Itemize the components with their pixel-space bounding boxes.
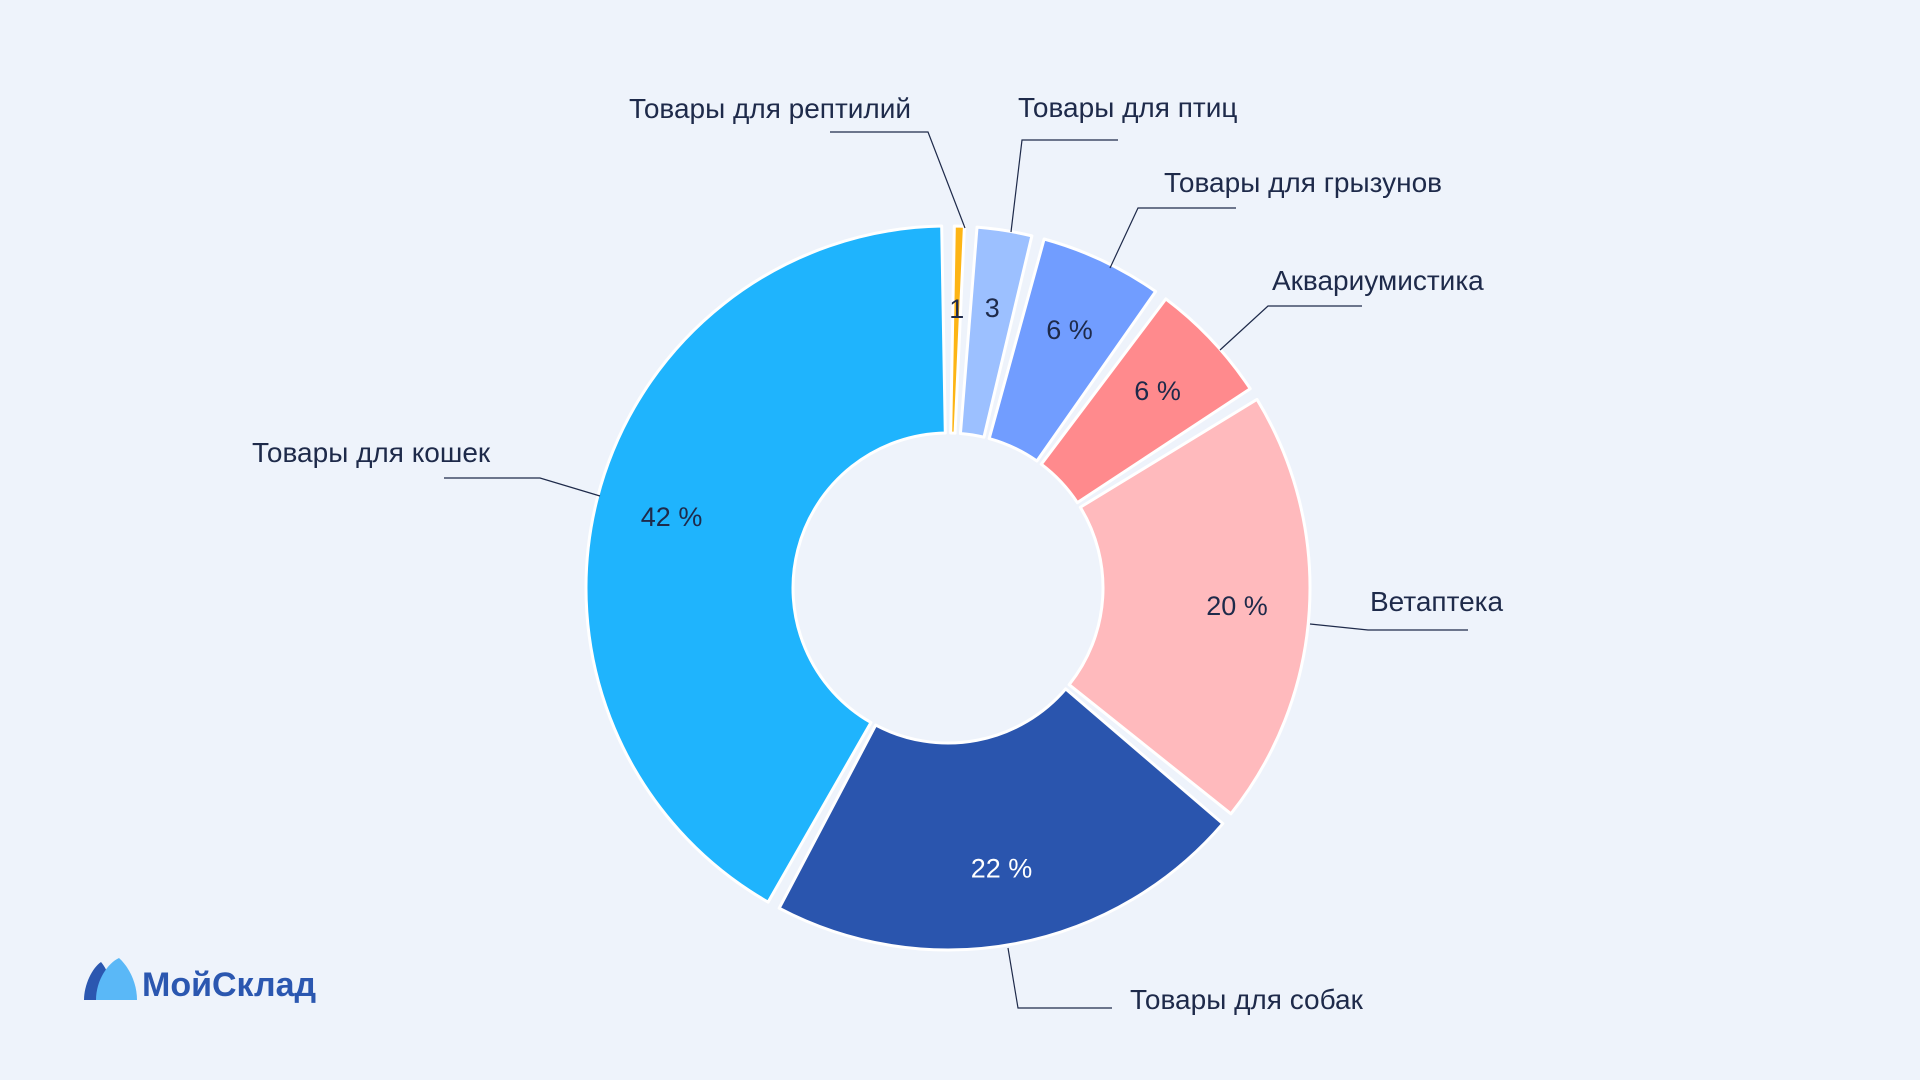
leader-line-3 [1109,207,1236,269]
category-label-6: Товары для собак [1130,984,1364,1015]
leader-line-6 [1007,947,1112,1009]
slice-4 [1039,297,1252,505]
logo-icon [84,958,137,1000]
leader-line-1 [830,131,966,229]
leader-line-5 [1309,623,1468,631]
leader-line-4 [1219,305,1362,351]
slice-2 [958,225,1034,439]
value-label-4: 6 % [1134,376,1181,406]
category-label-2: Товары для птиц [1018,92,1237,123]
logo-text: МойСклад [142,966,316,1004]
value-label-5: 20 % [1206,591,1268,621]
chart-leader-lines [444,131,1468,1009]
slice-5 [1067,397,1312,816]
logo: МойСклад [84,958,316,1004]
leader-line-2 [1010,139,1118,233]
slice-1 [949,224,966,435]
value-label-6: 22 % [971,853,1033,883]
value-label-7: 42 % [641,502,703,532]
category-label-3: Товары для грызунов [1164,167,1442,198]
value-label-2: 3 [985,293,1000,323]
slice-7 [584,224,947,904]
value-label-1: 1 [949,294,964,324]
category-label-4: Аквариумистика [1272,265,1484,296]
slice-3 [987,237,1158,463]
category-label-1: Товары для рептилий [629,93,911,124]
category-label-7: Товары для кошек [252,437,491,468]
slice-6 [777,687,1225,952]
leader-line-7 [444,477,601,497]
chart-labels: 1 Товары для рептилий 3 Товары для птиц 6 % Т… [252,92,1504,1015]
category-label-5: Ветаптека [1370,586,1504,617]
chart-slices [584,224,1312,952]
value-label-3: 6 % [1046,315,1093,345]
